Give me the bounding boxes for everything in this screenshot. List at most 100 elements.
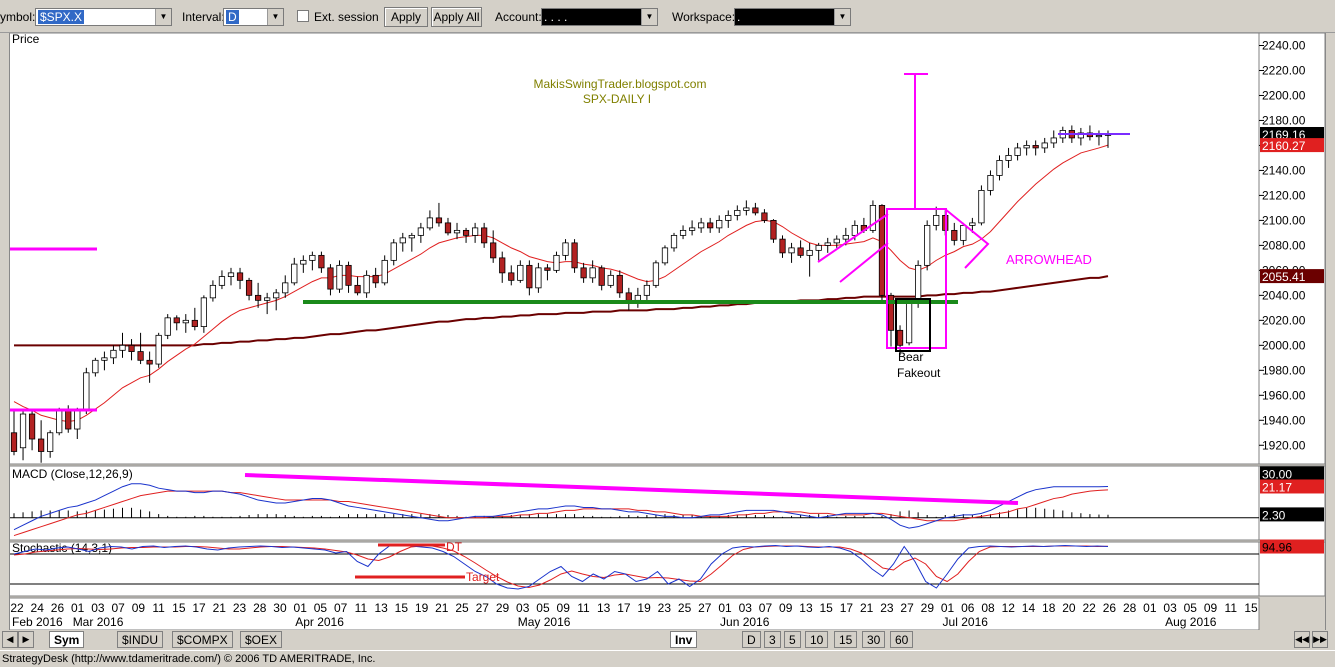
y-tick-label: 1940.00 [1262,413,1306,427]
candle [535,267,542,289]
tab-interval-15[interactable]: 15 [834,631,858,648]
candle [625,292,632,301]
x-month-label: Jun 2016 [720,615,770,629]
candle [471,227,479,236]
price-scale [1258,33,1326,465]
tab-oex[interactable]: $OEX [240,631,283,648]
x-tick-label: 26 [1103,601,1117,615]
workspace-value[interactable]: . [737,10,741,24]
tab-indu[interactable]: $INDU [117,631,164,648]
chevron-down-icon[interactable]: ▼ [641,9,657,25]
candle [291,263,298,284]
tab-inv[interactable]: Inv [670,631,698,648]
fakeout-label: Fakeout [897,366,941,380]
x-tick-label: 27 [900,601,914,615]
candle [580,267,587,279]
account-value[interactable]: . . . . [544,10,568,24]
candle [119,344,126,351]
x-tick-label: 21 [213,601,227,615]
candle [255,294,262,301]
arrowhead-label: ARROWHEAD [1006,252,1092,267]
account-combo[interactable]: . . . . ▼ [541,8,658,26]
candle [526,264,533,289]
chevron-down-icon[interactable]: ▼ [834,9,850,25]
tab-interval-d[interactable]: D [742,631,761,648]
tab-interval-60[interactable]: 60 [890,631,914,648]
candle [363,274,370,294]
x-tick-label: 01 [294,601,308,615]
chevron-down-icon[interactable]: ▼ [155,9,171,25]
symbol-label: ymbol: [0,10,36,24]
workspace-combo[interactable]: . ▼ [734,8,851,26]
x-tick-label: 03 [516,601,530,615]
candle [670,234,678,249]
arrowhead-shape [944,208,990,269]
chevron-down-icon[interactable]: ▼ [267,9,283,25]
candle [643,284,651,296]
candle [716,219,723,229]
tab-interval-30[interactable]: 30 [862,631,886,648]
macd-value-box [1260,466,1324,481]
moving-average-lines [13,144,1109,423]
candle [92,359,99,374]
candle [408,234,415,239]
x-tick-label: 21 [860,601,874,615]
candle [399,237,406,244]
x-tick-label: 13 [597,601,611,615]
left-drawing-toolbar[interactable] [0,33,10,630]
scroll-right-button[interactable]: ▶ [18,631,34,648]
candle [752,207,759,214]
candle [1023,145,1030,149]
candle [652,262,660,286]
price-pane-title: Price [12,33,40,46]
candle [508,272,515,281]
candle [824,242,831,246]
slow-moving-average-line [14,275,1109,347]
candle [887,294,895,331]
chart-area[interactable]: Price MACD (Close,12,26,9) Stochastic (1… [0,33,1335,630]
candle [481,227,488,244]
x-tick-label: 19 [637,601,651,615]
interval-value[interactable]: D [226,10,239,24]
candle [10,432,18,452]
symbol-value[interactable]: $SPX.X [38,10,85,24]
tab-sym[interactable]: Sym [49,631,85,648]
bear-box [895,298,931,352]
apply-button[interactable]: Apply [384,7,428,27]
candle [490,242,497,259]
y-tick-label: 2180.00 [1262,113,1306,127]
x-tick-label: 12 [1002,601,1016,615]
macd-value-label: 2.30 [1262,508,1286,522]
macd-value-label: 21.17 [1262,480,1292,494]
candle [598,267,605,286]
candle [996,160,1003,176]
tab-compx[interactable]: $COMPX [172,631,233,648]
scroll-left-button[interactable]: ◀ [2,631,18,648]
page-left-button[interactable]: ◀◀ [1294,631,1310,648]
x-tick-label: 09 [1204,601,1218,615]
x-month-label: May 2016 [518,615,571,629]
tab-interval-5[interactable]: 5 [784,631,801,648]
x-tick-label: 09 [132,601,146,615]
x-month-label: Jul 2016 [943,615,989,629]
tab-interval-10[interactable]: 10 [805,631,829,648]
tab-interval-3[interactable]: 3 [764,631,781,648]
x-tick-label: 18 [1042,601,1056,615]
macd-value-label: 30.00 [1262,467,1292,481]
apply-all-button[interactable]: Apply All [431,7,482,27]
x-tick-label: 06 [961,601,975,615]
price-label-box [1260,126,1324,141]
y-tick-label: 2100.00 [1262,213,1306,227]
symbol-combo[interactable]: $SPX.X ▼ [35,8,172,26]
right-scrollbar[interactable] [1325,33,1335,630]
candle [38,438,45,452]
candle [869,204,877,231]
candle [164,317,171,336]
macd-signal-line [13,489,1109,537]
page-right-button[interactable]: ▶▶ [1312,631,1328,648]
y-tick-label: 2200.00 [1262,88,1306,102]
interval-combo[interactable]: D ▼ [223,8,284,26]
ext-session-checkbox[interactable] [297,10,309,22]
